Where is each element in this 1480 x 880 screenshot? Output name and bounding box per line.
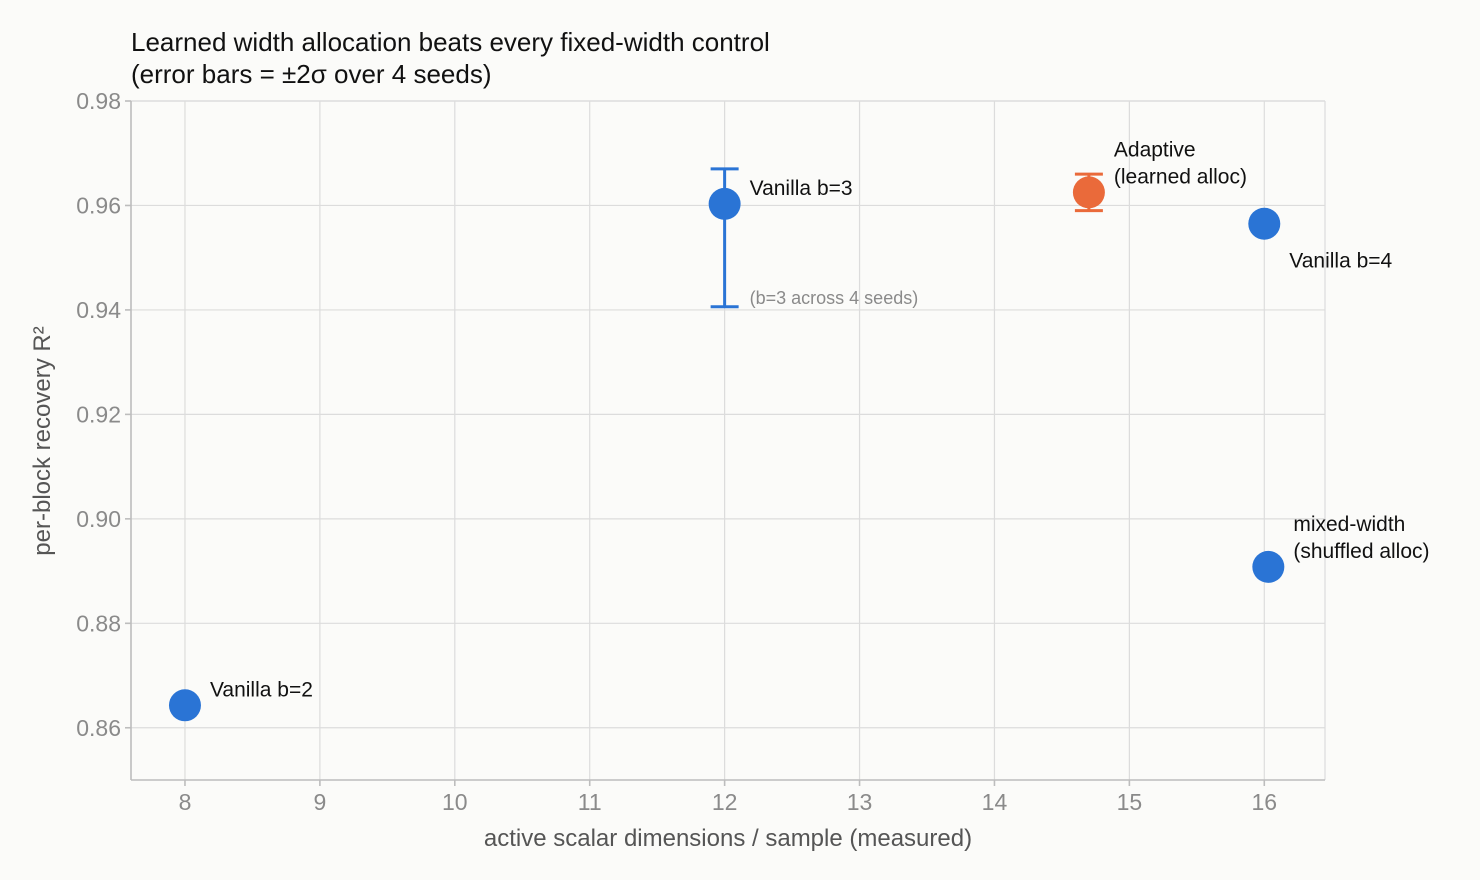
y-tick-label: 0.94 [76, 297, 121, 323]
vanilla-b2-marker [168, 689, 201, 722]
x-tick-label: 15 [1117, 789, 1143, 815]
mixed-width-label: (shuffled alloc) [1293, 540, 1429, 563]
x-tick-label: 16 [1251, 789, 1277, 815]
vanilla-b3-marker [708, 187, 741, 220]
y-tick-label: 0.96 [76, 192, 121, 218]
y-tick-label: 0.88 [76, 610, 121, 636]
vanilla-b2-label: Vanilla b=2 [210, 678, 313, 701]
x-tick-label: 9 [313, 789, 326, 815]
x-tick-label: 12 [712, 789, 738, 815]
data-points [168, 176, 1285, 722]
x-tick-label: 14 [982, 789, 1008, 815]
vanilla-b4-marker [1248, 207, 1281, 240]
adaptive-label: Adaptive [1114, 138, 1196, 161]
vanilla-b4-label: Vanilla b=4 [1289, 250, 1392, 273]
x-tick-label: 10 [442, 789, 468, 815]
adaptive-marker [1072, 176, 1105, 209]
x-tick-label: 11 [578, 789, 602, 815]
y-tick-label: 0.98 [76, 88, 121, 114]
chart-title-line-1: Learned width allocation beats every fix… [131, 27, 770, 57]
y-axis-label: per-block recovery R² [29, 326, 56, 555]
grid-lines [131, 100, 1326, 780]
y-tick-label: 0.86 [76, 715, 121, 741]
y-tick-label: 0.92 [76, 401, 121, 427]
seed-annotation: (b=3 across 4 seeds) [750, 288, 919, 308]
x-axis-label: active scalar dimensions / sample (measu… [484, 825, 972, 852]
y-tick-label: 0.90 [76, 506, 121, 532]
vanilla-b3-label: Vanilla b=3 [750, 177, 853, 200]
axes [125, 100, 1325, 786]
mixed-width-marker [1252, 550, 1285, 583]
chart-title-line-2: (error bars = ±2σ over 4 seeds) [131, 59, 492, 89]
x-tick-label: 13 [847, 789, 873, 815]
adaptive-label: (learned alloc) [1114, 165, 1247, 188]
point-labels: Vanilla b=2 Vanilla b=3 Adaptive (learned a… [210, 138, 1430, 701]
x-tick-label: 8 [179, 789, 192, 815]
tick-labels: 8 9 10 11 12 13 14 15 16 0.86 0.88 0.90 0.92 0.94 0.96… [76, 88, 1277, 815]
mixed-width-label: mixed-width [1293, 513, 1405, 536]
